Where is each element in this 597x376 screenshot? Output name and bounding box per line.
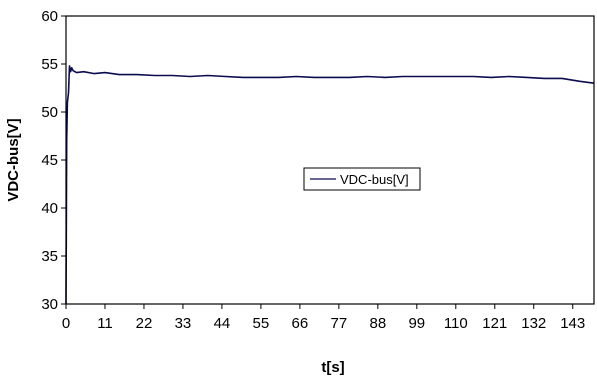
y-tick-label: 50 bbox=[41, 104, 58, 121]
y-tick-label: 40 bbox=[41, 200, 58, 217]
x-tick-label: 11 bbox=[97, 315, 113, 332]
x-tick-label: 110 bbox=[444, 315, 468, 332]
x-tick-label: 121 bbox=[482, 315, 507, 332]
x-axis-title: t[s] bbox=[321, 359, 344, 376]
y-axis-title: VDC-bus[V] bbox=[5, 118, 22, 201]
y-axis-ticks: 30 35 40 45 50 55 60 bbox=[41, 8, 66, 313]
legend: VDC-bus[V] bbox=[303, 167, 421, 191]
x-tick-label: 44 bbox=[214, 315, 231, 332]
x-tick-label: 66 bbox=[292, 315, 309, 332]
plot-area-frame bbox=[65, 15, 595, 305]
x-tick-label: 99 bbox=[408, 315, 425, 332]
y-tick-label: 55 bbox=[41, 56, 58, 73]
y-tick-label: 30 bbox=[41, 296, 58, 313]
y-tick-label: 60 bbox=[41, 8, 58, 25]
series-line bbox=[65, 65, 595, 305]
legend-box bbox=[303, 167, 421, 191]
legend-label: VDC-bus[V] bbox=[340, 172, 409, 187]
y-tick-label: 45 bbox=[41, 152, 58, 169]
x-tick-label: 132 bbox=[521, 315, 546, 332]
series-layer bbox=[65, 65, 595, 305]
x-tick-label: 143 bbox=[560, 315, 585, 332]
y-tick-label: 35 bbox=[41, 248, 58, 265]
x-tick-label: 55 bbox=[253, 315, 270, 332]
x-tick-label: 77 bbox=[331, 315, 348, 332]
x-axis-ticks: 0 11 22 33 44 55 66 77 88 99 110 121 132 143 bbox=[62, 304, 585, 332]
x-tick-label: 33 bbox=[175, 315, 192, 332]
x-tick-label: 0 bbox=[62, 315, 70, 332]
x-tick-label: 22 bbox=[136, 315, 153, 332]
x-tick-label: 88 bbox=[369, 315, 386, 332]
